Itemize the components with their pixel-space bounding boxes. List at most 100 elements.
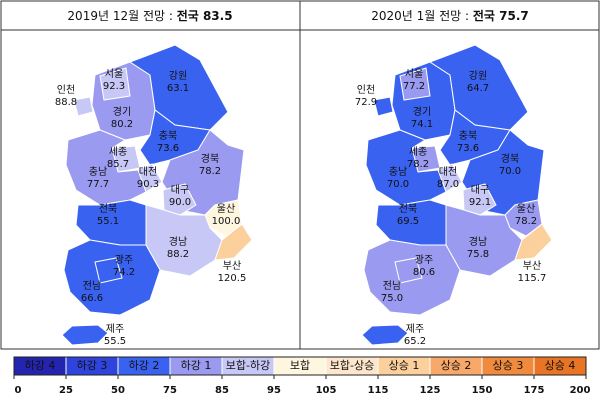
region-value: 65.2: [404, 336, 426, 347]
region: [361, 324, 409, 346]
legend-label: 하강 1: [181, 358, 212, 372]
title-text: 2019년 12월 전망 :: [67, 9, 176, 23]
region-value: 92.1: [469, 197, 491, 208]
region: [214, 223, 253, 261]
region: [61, 324, 109, 346]
region-name: 전북: [399, 203, 417, 215]
region-name: 경남: [469, 235, 487, 248]
region: [373, 96, 394, 117]
region: [73, 96, 94, 117]
region-value: 92.3: [103, 81, 125, 92]
region-name: 경남: [169, 235, 187, 248]
legend-label: 하강 3: [77, 358, 108, 372]
region-name: 전남: [83, 280, 101, 292]
legend-tick-label: 175: [524, 385, 545, 396]
region-value: 74.1: [411, 119, 433, 130]
legend-tick-label: 125: [420, 385, 441, 396]
region-name: 강원: [469, 70, 487, 82]
legend-tick-label: 75: [163, 385, 177, 396]
legend-tick-label: 25: [59, 385, 73, 396]
region-value: 69.5: [397, 216, 419, 227]
region-name: 대전: [439, 166, 457, 178]
legend: 하강 4 하강 3 하강 2 하강 1 보합-하강 보합 보합-상승 상승 1 상승 2 상승 3…: [13, 356, 591, 396]
region-value: 74.2: [113, 267, 135, 278]
region-name: 부산: [223, 260, 241, 272]
region-value: 115.7: [518, 273, 547, 284]
region-name: 경북: [201, 152, 219, 165]
legend-tick-label: 0: [15, 385, 22, 396]
region-name: 광주: [115, 254, 133, 266]
region-name: 서울: [405, 68, 423, 80]
region-name: 충남: [389, 166, 407, 178]
region: [365, 129, 447, 206]
legend-tick-label: 200: [570, 385, 591, 396]
legend-label: 상승 2: [441, 359, 472, 372]
region-value: 78.2: [199, 166, 221, 177]
region: [394, 257, 423, 284]
region-value: 70.0: [387, 179, 409, 190]
region-value: 55.1: [97, 216, 119, 227]
panel-title: 2019년 12월 전망 : 전국 83.5: [67, 8, 232, 23]
legend-tick-label: 85: [215, 385, 229, 396]
legend-label: 상승 1: [389, 359, 420, 372]
region-name: 충남: [89, 166, 107, 178]
region-value: 120.5: [218, 273, 247, 284]
legend-label: 보합-하강: [226, 358, 270, 372]
legend-label: 하강 4: [25, 358, 56, 372]
region-value: 75.0: [381, 293, 403, 304]
region: [65, 129, 147, 206]
region-name: 세종: [109, 146, 127, 158]
title-total: 전국 83.5: [177, 8, 233, 23]
region-value: 87.0: [437, 179, 459, 190]
maps: 2019년 12월 전망 : 전국 83.5경기80.2서울92.3인천88.8…: [55, 8, 553, 347]
region-value: 85.7: [107, 159, 129, 170]
region-value: 88.2: [167, 249, 189, 260]
region-name: 제주: [406, 323, 424, 335]
region-value: 78.2: [515, 216, 537, 227]
region: [94, 257, 123, 284]
legend-frame: [13, 356, 587, 376]
region-name: 인천: [357, 84, 375, 96]
region: [162, 183, 197, 216]
region-name: 부산: [523, 260, 541, 272]
legend-tick-label: 150: [472, 385, 493, 396]
region-value: 64.7: [467, 83, 489, 94]
title-text: 2020년 1월 전망 :: [371, 9, 473, 23]
region-value: 73.6: [157, 143, 179, 154]
legend-label: 상승 4: [545, 359, 576, 372]
region-name: 대구: [171, 184, 189, 196]
region-value: 70.0: [499, 166, 521, 177]
region-name: 경기: [113, 105, 131, 118]
legend-tick-label: 115: [368, 385, 389, 396]
region-name: 서울: [105, 68, 123, 80]
region-value: 55.5: [104, 336, 126, 347]
region-value: 77.7: [87, 179, 109, 190]
legend-label: 상승 3: [493, 359, 524, 372]
region-value: 90.0: [169, 197, 191, 208]
panel-title: 2020년 1월 전망 : 전국 75.7: [371, 8, 529, 23]
region-name: 광주: [415, 254, 433, 266]
region-value: 75.8: [467, 249, 489, 260]
legend-tick-label: 105: [316, 385, 337, 396]
region-name: 울산: [217, 203, 235, 215]
region-value: 66.6: [81, 293, 103, 304]
region-name: 충북: [459, 130, 477, 142]
region-value: 80.6: [413, 267, 435, 278]
region-value: 72.9: [355, 97, 377, 108]
region-name: 경북: [501, 152, 519, 165]
region-name: 강원: [169, 70, 187, 82]
region-name: 세종: [409, 146, 427, 158]
region-name: 경기: [413, 105, 431, 118]
region-name: 전남: [383, 280, 401, 292]
legend-tick-label: 50: [111, 385, 125, 396]
region-value: 73.6: [457, 143, 479, 154]
title-total: 전국 75.7: [473, 8, 529, 23]
region-name: 울산: [517, 203, 535, 215]
region: [99, 67, 131, 101]
region-value: 77.2: [403, 81, 425, 92]
legend-label: 보합-상승: [330, 359, 374, 372]
legend-tick-label: 95: [267, 385, 281, 396]
